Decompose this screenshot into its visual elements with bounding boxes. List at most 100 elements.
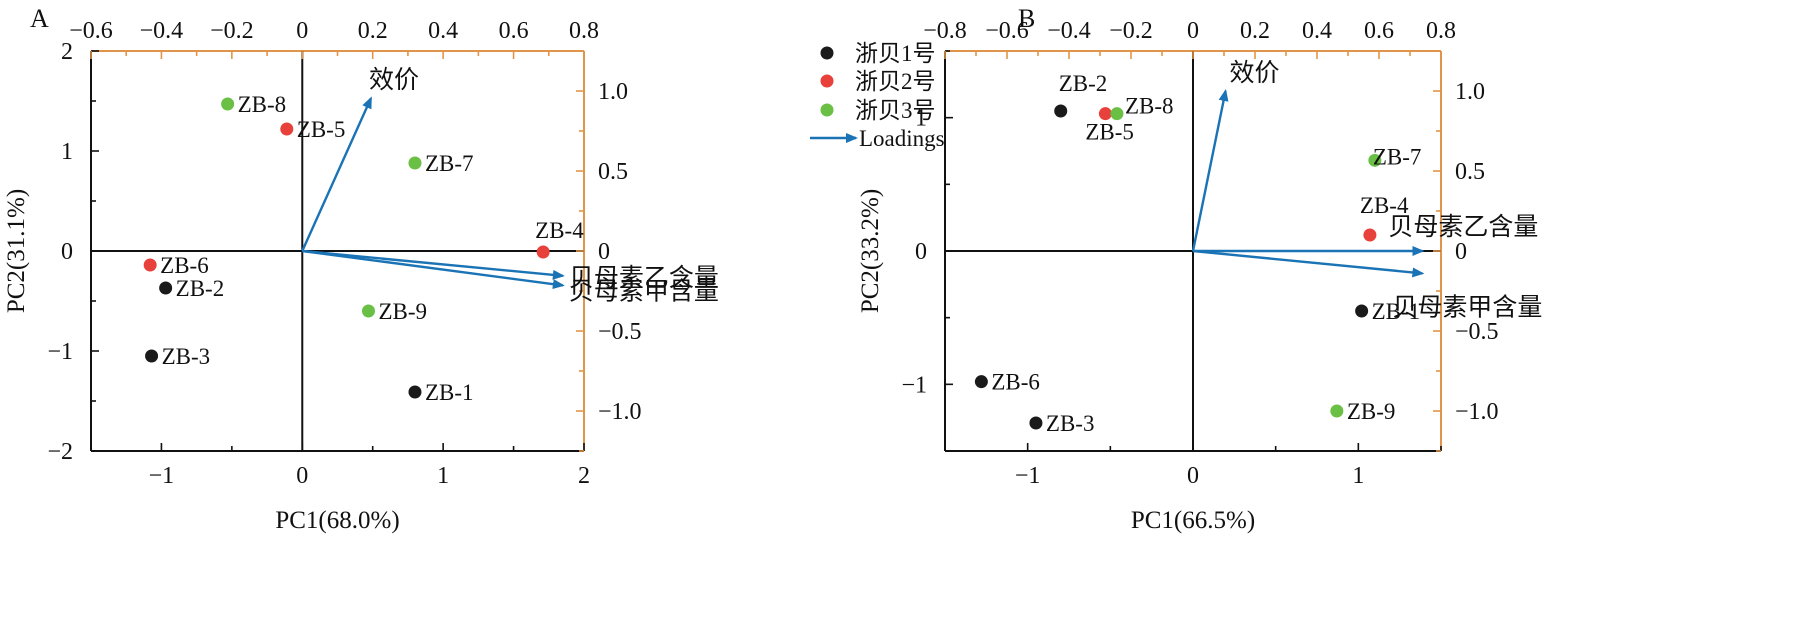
x-tick-label: 2	[578, 463, 590, 489]
loading-label: 贝母素甲含量	[569, 277, 719, 305]
data-point	[361, 304, 375, 318]
x-tick-label: 0	[296, 463, 308, 489]
data-point	[974, 375, 988, 389]
y-axis-title: PC2(33.2%)	[857, 189, 884, 313]
legend-label-group-3: 浙贝3号	[855, 98, 936, 123]
loading-arrow	[1192, 249, 1425, 278]
right-tick-label: −1.0	[598, 399, 642, 425]
right-tick-label: 0	[598, 239, 610, 265]
legend-marker-group-1	[820, 46, 834, 60]
top-tick-label: 0	[1187, 18, 1199, 44]
data-point	[280, 122, 294, 136]
x-axis-title: PC1(66.5%)	[1131, 507, 1255, 534]
point-label: ZB-4	[535, 218, 584, 243]
data-point	[1029, 416, 1043, 430]
point-label: ZB-3	[1046, 411, 1095, 436]
x-tick-label: −1	[149, 463, 175, 489]
data-point	[408, 156, 422, 170]
x-tick-label: 1	[437, 463, 449, 489]
point-label: ZB-2	[1059, 71, 1108, 96]
y-tick-label: 2	[61, 39, 73, 65]
top-tick-label: −0.6	[985, 18, 1029, 44]
point-label: ZB-8	[238, 92, 287, 117]
y-tick-label: 1	[915, 106, 927, 132]
top-tick-label: 0.8	[569, 18, 599, 44]
point-label: ZB-7	[1373, 144, 1422, 169]
data-point	[1054, 104, 1068, 118]
legend-marker-group-3	[820, 103, 834, 117]
top-tick-label: −0.8	[923, 18, 967, 44]
point-label: ZB-9	[1347, 399, 1396, 424]
data-point	[536, 245, 550, 259]
y-axis-title: PC2(31.1%)	[3, 189, 30, 313]
point-label: ZB-5	[1085, 120, 1134, 145]
point-label: ZB-4	[1360, 193, 1409, 218]
right-tick-label: 1.0	[1455, 79, 1485, 105]
x-axis-title: PC1(68.0%)	[275, 507, 399, 534]
right-tick-label: −1.0	[1455, 399, 1499, 425]
top-tick-label: −0.2	[210, 18, 254, 44]
loading-arrow	[301, 96, 373, 252]
y-tick-label: −1	[901, 372, 927, 398]
right-tick-label: −0.5	[598, 319, 642, 345]
loading-arrow	[1191, 89, 1229, 252]
legend: 浙贝1号 浙贝2号 浙贝3号 Loadings	[810, 41, 945, 151]
top-tick-label: 0.2	[358, 18, 388, 44]
panel-b: −1 0 1 −1 0 1 −0.8 −0.6 −0.4 −0.2 0 0.2 0.4 0.6 0.8 1.0…	[857, 18, 1542, 534]
point-label: ZB-1	[425, 380, 474, 405]
right-tick-label: 0.5	[598, 159, 628, 185]
x-tick-label: −1	[1015, 463, 1041, 489]
top-tick-label: −0.4	[1047, 18, 1091, 44]
top-tick-label: −0.2	[1109, 18, 1153, 44]
top-tick-label: 0.4	[428, 18, 458, 44]
right-tick-label: −0.5	[1455, 319, 1499, 345]
loading-label: 效价	[369, 66, 419, 94]
top-tick-label: 0.4	[1302, 18, 1332, 44]
data-point	[143, 258, 157, 272]
y-tick-label: 1	[61, 139, 73, 165]
top-tick-label: −0.6	[69, 18, 113, 44]
point-label: ZB-6	[160, 253, 209, 278]
top-tick-label: 0.2	[1240, 18, 1270, 44]
legend-label-group-2: 浙贝2号	[855, 69, 936, 94]
point-label: ZB-6	[991, 370, 1040, 395]
right-tick-label: 0.5	[1455, 159, 1485, 185]
right-tick-label: 0	[1455, 239, 1467, 265]
loading-arrow	[302, 249, 565, 290]
legend-loadings-label: Loadings	[859, 126, 945, 151]
point-label: ZB-1	[1372, 299, 1421, 324]
legend-marker-group-2	[820, 74, 834, 88]
top-tick-label: −0.4	[140, 18, 184, 44]
y-tick-label: −1	[47, 339, 73, 365]
data-point	[1363, 228, 1377, 242]
data-point	[1368, 153, 1382, 167]
loading-label: 贝母素乙含量	[569, 264, 719, 292]
loading-arrow	[302, 249, 565, 280]
legend-label-group-1: 浙贝1号	[855, 41, 936, 66]
point-label: ZB-5	[297, 117, 346, 142]
point-label: ZB-9	[378, 299, 427, 324]
y-tick-label: 0	[61, 239, 73, 265]
loading-label: 效价	[1230, 59, 1280, 87]
point-label: ZB-2	[176, 276, 225, 301]
data-point	[1110, 107, 1124, 121]
top-tick-label: 0.6	[1364, 18, 1394, 44]
data-point	[221, 97, 235, 111]
right-tick-label: 1.0	[598, 79, 628, 105]
top-tick-label: 0.8	[1426, 18, 1456, 44]
data-point	[159, 281, 173, 295]
top-tick-label: 0.6	[499, 18, 529, 44]
y-tick-label: −2	[47, 439, 73, 465]
y-tick-label: 0	[915, 239, 927, 265]
panel-label-b: B	[1018, 4, 1035, 33]
data-point	[1098, 107, 1112, 121]
top-tick-label: 0	[296, 18, 308, 44]
loading-label: 贝母素甲含量	[1392, 293, 1542, 321]
point-label: ZB-7	[425, 151, 474, 176]
data-point	[145, 349, 159, 363]
data-point	[408, 385, 422, 399]
point-label: ZB-3	[162, 344, 211, 369]
loading-label: 贝母素乙含量	[1388, 213, 1538, 241]
